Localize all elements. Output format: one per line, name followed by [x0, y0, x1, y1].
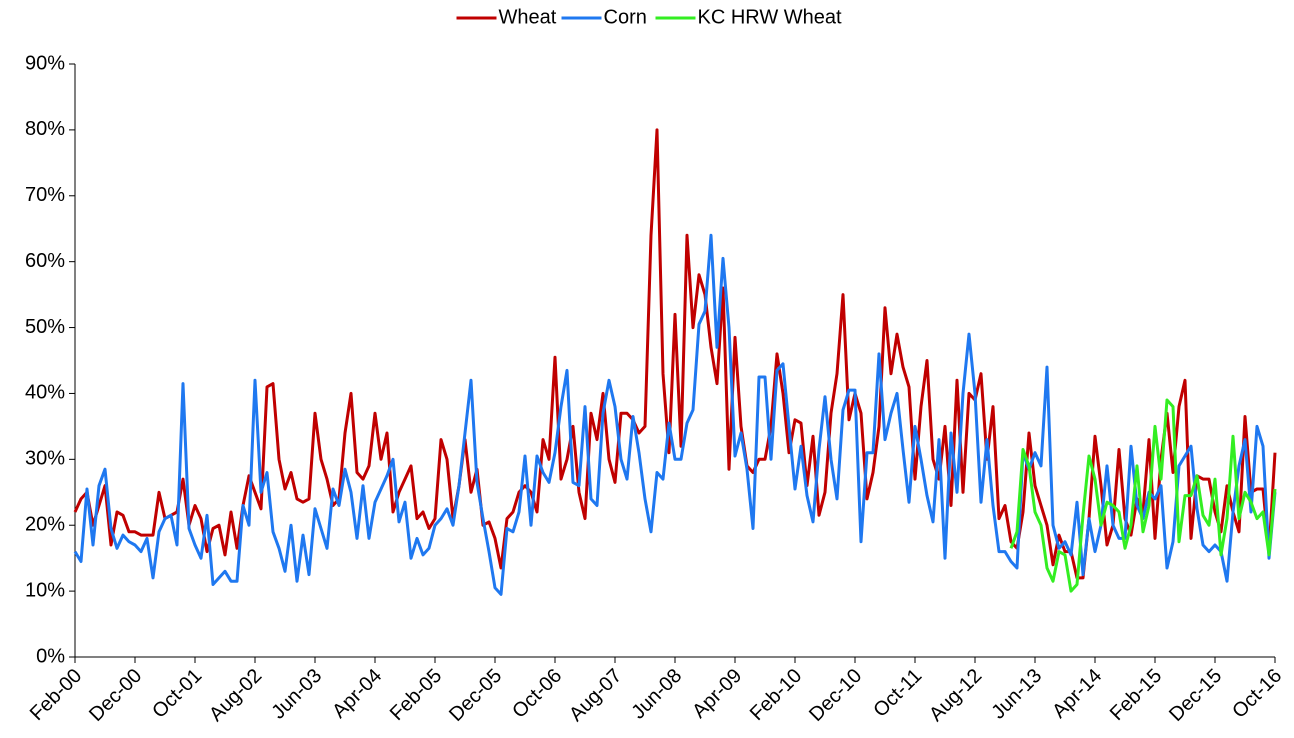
series-line	[73, 233, 1277, 596]
y-tick-label: 40%	[25, 382, 65, 404]
x-tick-label: Aug-07	[565, 665, 626, 726]
x-tick-label: Feb-15	[1106, 665, 1166, 725]
x-tick-label: Jun-08	[627, 665, 686, 724]
series-line	[1009, 398, 1277, 593]
x-tick-label: Apr-09	[688, 665, 746, 723]
x-tick-label: Dec-05	[445, 665, 506, 726]
x-tick-label: Oct-11	[869, 665, 926, 722]
y-tick-label: 70%	[25, 184, 65, 206]
legend-label: Corn	[604, 6, 647, 28]
x-tick-label: Jun-13	[987, 665, 1046, 724]
y-tick-label: 50%	[25, 316, 65, 338]
x-tick-label: Oct-16	[1228, 665, 1286, 723]
series-line	[73, 128, 1277, 580]
x-tick-label: Dec-00	[85, 665, 146, 726]
y-tick-label: 0%	[36, 645, 65, 667]
legend-label: Wheat	[499, 6, 557, 28]
x-tick-label: Apr-04	[328, 665, 386, 723]
x-tick-label: Aug-02	[205, 665, 266, 726]
x-tick-label: Aug-12	[925, 665, 986, 726]
y-tick-label: 10%	[25, 579, 65, 601]
x-tick-label: Jun-03	[267, 665, 326, 724]
x-tick-label: Feb-05	[386, 665, 446, 725]
x-tick-label: Dec-10	[805, 665, 866, 726]
x-tick-label: Oct-01	[148, 665, 206, 723]
y-tick-label: 90%	[25, 52, 65, 74]
x-tick-label: Apr-14	[1048, 665, 1106, 723]
x-tick-label: Feb-00	[26, 665, 86, 725]
x-tick-label: Feb-10	[746, 665, 806, 725]
y-tick-label: 80%	[25, 118, 65, 140]
y-tick-label: 60%	[25, 250, 65, 272]
y-tick-label: 30%	[25, 448, 65, 470]
y-tick-label: 20%	[25, 514, 65, 536]
x-tick-label: Oct-06	[508, 665, 566, 723]
x-tick-label: Dec-15	[1165, 665, 1226, 726]
legend-label: KC HRW Wheat	[698, 6, 843, 28]
